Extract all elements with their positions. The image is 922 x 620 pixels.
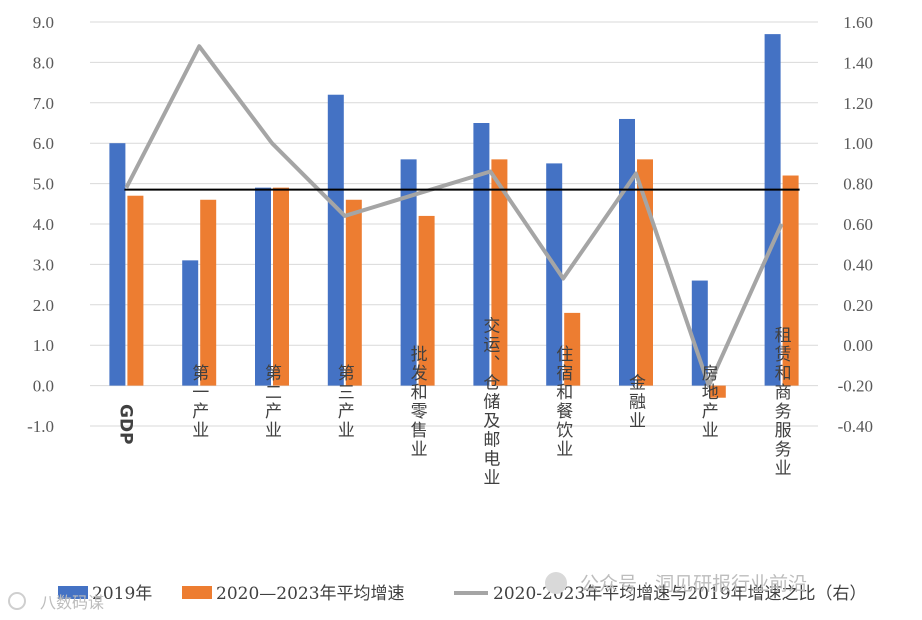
category-label: 住宿和餐饮业 (552, 345, 573, 459)
watermark-left: 八数码谋 (8, 592, 104, 612)
svg-text:租赁和商务服务业: 租赁和商务服务业 (771, 326, 792, 478)
bar-2019 (473, 123, 490, 386)
bar-series (109, 34, 799, 398)
svg-text:交运、仓储及邮电业: 交运、仓储及邮电业 (479, 316, 500, 487)
right-tick-label: 1.40 (843, 53, 873, 72)
bar-2020-2023 (709, 385, 726, 398)
category-label: 第二产业 (261, 364, 282, 440)
wechat-icon (545, 572, 567, 594)
right-tick-label: -0.20 (838, 377, 873, 396)
bar-2019 (546, 163, 563, 386)
right-tick-label: 1.20 (843, 94, 873, 113)
bar-2020-2023 (564, 312, 581, 386)
right-tick-label: 0.20 (843, 296, 873, 315)
right-tick-label: 0.60 (843, 215, 873, 234)
left-tick-label: 5.0 (33, 175, 54, 194)
bar-2020-2023 (273, 187, 289, 386)
svg-text:金融业: 金融业 (625, 373, 646, 430)
legend-label-2019: 2019年 (92, 584, 152, 604)
bar-2020-2023 (637, 159, 653, 386)
watermark-logo-icon (8, 592, 26, 610)
left-tick-label: 6.0 (33, 134, 54, 153)
watermark-left-text: 八数码谋 (40, 593, 104, 612)
bar-2019 (327, 94, 344, 386)
ratio-line (124, 44, 784, 388)
left-tick-label: -1.0 (27, 417, 54, 436)
bar-2020-2023 (491, 159, 508, 386)
bar-2020-2023 (200, 199, 217, 386)
bar-2020-2023 (345, 199, 362, 386)
bar-2019 (764, 34, 781, 386)
category-label: 租赁和商务服务业 (771, 326, 792, 478)
category-label: 金融业 (625, 373, 646, 430)
left-tick-label: 0.0 (33, 377, 54, 396)
right-tick-label: 0.00 (843, 336, 873, 355)
legend: 2019年 2020—2023年平均增速 2020-2023年平均增速与2019… (58, 584, 867, 604)
bar-2019 (109, 143, 126, 386)
bar-2019 (182, 260, 199, 386)
bar-2019 (619, 118, 635, 386)
right-tick-label: -0.40 (838, 417, 873, 436)
bar-2020-2023 (418, 215, 435, 386)
left-axis-ticks: 9.0 8.0 7.0 6.0 5.0 4.0 3.0 2.0 1.0 0.0 -1.0 (27, 13, 54, 436)
svg-text:第二产业: 第二产业 (261, 364, 282, 440)
left-tick-label: 1.0 (33, 336, 54, 355)
left-tick-label: 9.0 (33, 13, 54, 32)
right-axis-ticks: 1.60 1.40 1.20 1.00 0.80 0.60 0.40 0.20 0.00 -0.2… (838, 13, 873, 436)
legend-label-ratio: 2020-2023年平均增速与2019年增速之比（右） (493, 584, 867, 604)
svg-text:第一产业: 第一产业 (188, 364, 209, 440)
legend-swatch-2019 (58, 586, 88, 599)
bar-2019 (400, 159, 417, 386)
left-tick-label: 8.0 (33, 53, 54, 72)
watermark-right: 公众号 · 洞见研报行业前沿 (545, 572, 807, 595)
right-tick-label: 1.60 (843, 13, 873, 32)
svg-text:第三产业: 第三产业 (334, 364, 355, 440)
category-label: 第三产业 (334, 364, 355, 440)
category-label: 交运、仓储及邮电业 (479, 316, 500, 487)
legend-label-2020-2023: 2020—2023年平均增速 (216, 584, 405, 604)
category-labels: GDP 第一产业 第二产业 第三产业 批发和零售业 交运、仓储及邮电业 住宿和餐饮业 金融业 房… (115, 316, 791, 487)
right-tick-label: 0.80 (843, 175, 873, 194)
legend-swatch-2020-2023 (182, 586, 212, 599)
category-label: GDP (115, 404, 135, 445)
svg-text:批发和零售业: 批发和零售业 (407, 345, 428, 459)
bar-2020-2023 (127, 195, 144, 386)
svg-text:住宿和餐饮业: 住宿和餐饮业 (552, 345, 573, 459)
ratio-line-series (124, 44, 784, 388)
bar-2019 (691, 280, 708, 386)
category-label: 第一产业 (188, 364, 209, 440)
svg-text:房地产业: 房地产业 (698, 364, 719, 440)
svg-text:GDP: GDP (115, 404, 135, 445)
bar-2020-2023 (782, 175, 799, 386)
left-tick-label: 4.0 (33, 215, 54, 234)
left-tick-label: 3.0 (33, 255, 54, 274)
left-tick-label: 2.0 (33, 296, 54, 315)
category-label: 房地产业 (698, 364, 719, 440)
right-tick-label: 1.00 (843, 134, 873, 153)
right-tick-label: 0.40 (843, 255, 873, 274)
bar-2019 (255, 187, 271, 386)
watermark-right-text: 公众号 · 洞见研报行业前沿 (580, 573, 807, 595)
left-tick-label: 7.0 (33, 94, 54, 113)
category-label: 批发和零售业 (407, 345, 428, 459)
